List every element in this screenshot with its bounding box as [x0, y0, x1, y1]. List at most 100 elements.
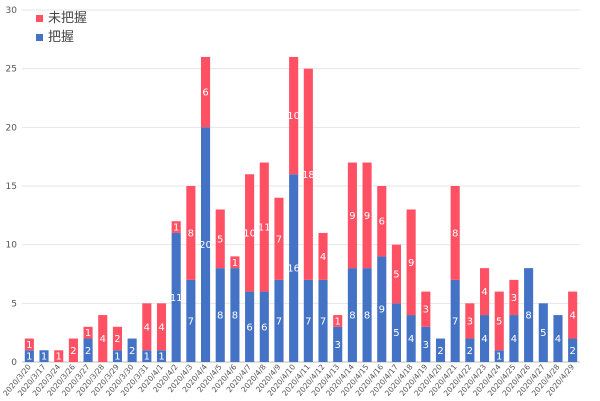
bar-known — [465, 338, 475, 362]
legend-swatch — [36, 34, 43, 41]
data-label: 1 — [85, 328, 91, 339]
bar-known — [186, 279, 196, 362]
bar-unknown — [377, 186, 387, 257]
bar-unknown — [259, 162, 269, 292]
data-label: 7 — [452, 316, 458, 327]
bar-unknown — [156, 303, 167, 351]
data-label: 6 — [246, 322, 252, 333]
data-label: 2 — [85, 346, 91, 357]
bar-known — [362, 268, 372, 362]
data-label: 7 — [320, 316, 326, 327]
data-label: 8 — [364, 311, 370, 322]
bar-unknown — [362, 162, 372, 269]
data-label: 4 — [481, 287, 487, 298]
data-label: 3 — [335, 340, 341, 351]
data-label: 2 — [569, 346, 575, 357]
bar-known — [245, 291, 255, 362]
data-label: 4 — [481, 334, 487, 345]
bar-known — [480, 315, 490, 362]
y-tick-label: 10 — [6, 241, 18, 251]
data-label: 2 — [129, 346, 135, 357]
bar-known — [259, 291, 269, 362]
bar-unknown — [509, 279, 519, 316]
bar-known — [274, 279, 284, 362]
bar-unknown — [83, 326, 93, 339]
bar-known — [142, 350, 152, 362]
bar-known — [538, 303, 548, 362]
bar-known — [450, 279, 460, 362]
data-label: 10 — [243, 228, 256, 239]
bar-unknown — [391, 244, 401, 304]
bar-unknown — [465, 303, 475, 339]
data-label: 5 — [393, 270, 399, 281]
data-label: 1 — [496, 352, 502, 363]
bar-known — [318, 279, 328, 362]
data-label: 3 — [511, 293, 517, 304]
data-label: 6 — [202, 88, 208, 99]
data-label: 4 — [555, 334, 561, 345]
data-label: 8 — [349, 311, 355, 322]
y-tick-label: 30 — [6, 6, 18, 16]
bar-known — [568, 338, 578, 362]
y-tick-label: 25 — [6, 65, 17, 75]
data-label: 10 — [287, 111, 300, 122]
data-label: 8 — [232, 311, 238, 322]
bar-unknown — [171, 221, 181, 233]
bar-known — [156, 350, 167, 362]
bar-unknown — [494, 291, 504, 351]
data-label: 9 — [349, 211, 355, 222]
data-label: 2 — [467, 346, 473, 357]
bar-unknown — [318, 232, 328, 280]
data-label: 4 — [511, 334, 517, 345]
data-label: 1 — [158, 352, 164, 363]
bar-known — [435, 338, 446, 362]
data-label: 4 — [569, 311, 575, 322]
data-label: 9 — [379, 305, 385, 316]
data-label: 3 — [423, 340, 429, 351]
data-label: 1 — [56, 352, 62, 363]
data-label: 4 — [100, 334, 106, 345]
bar-known — [127, 338, 137, 362]
bar-known — [83, 338, 93, 362]
legend-label: 未把握 — [48, 11, 87, 26]
bar-known — [24, 350, 34, 362]
bar-unknown — [54, 350, 64, 362]
bar-unknown — [112, 326, 122, 351]
data-label: 18 — [302, 170, 315, 181]
bar-unknown — [333, 315, 343, 327]
data-label: 1 — [26, 352, 32, 363]
bar-unknown — [347, 162, 357, 269]
bar-unknown — [98, 315, 108, 362]
data-label: 6 — [379, 217, 385, 228]
data-label: 1 — [144, 352, 150, 363]
bar-known — [406, 315, 416, 362]
data-label: 9 — [408, 258, 414, 269]
bar-unknown — [274, 197, 284, 280]
y-tick-label: 0 — [11, 358, 17, 368]
bar-known — [201, 127, 211, 362]
bar-known — [494, 350, 504, 362]
data-label: 7 — [276, 234, 282, 245]
bar-unknown — [215, 209, 225, 269]
bar-known — [421, 326, 431, 362]
bar-known — [509, 315, 519, 362]
bar-unknown — [289, 56, 299, 175]
data-label: 1 — [26, 340, 32, 351]
data-label: 11 — [170, 293, 183, 304]
data-label: 6 — [261, 322, 267, 333]
bar-unknown — [421, 291, 431, 327]
data-label: 8 — [525, 311, 531, 322]
bar-known — [553, 315, 563, 362]
data-label: 8 — [188, 228, 194, 239]
data-label: 1 — [335, 316, 341, 327]
data-label: 4 — [408, 334, 414, 345]
data-label: 9 — [364, 211, 370, 222]
data-label: 1 — [114, 352, 120, 363]
bar-known — [377, 256, 387, 362]
data-label: 3 — [423, 305, 429, 316]
bar-known — [39, 350, 49, 362]
bar-unknown — [245, 174, 255, 292]
y-tick-label: 15 — [6, 182, 17, 192]
